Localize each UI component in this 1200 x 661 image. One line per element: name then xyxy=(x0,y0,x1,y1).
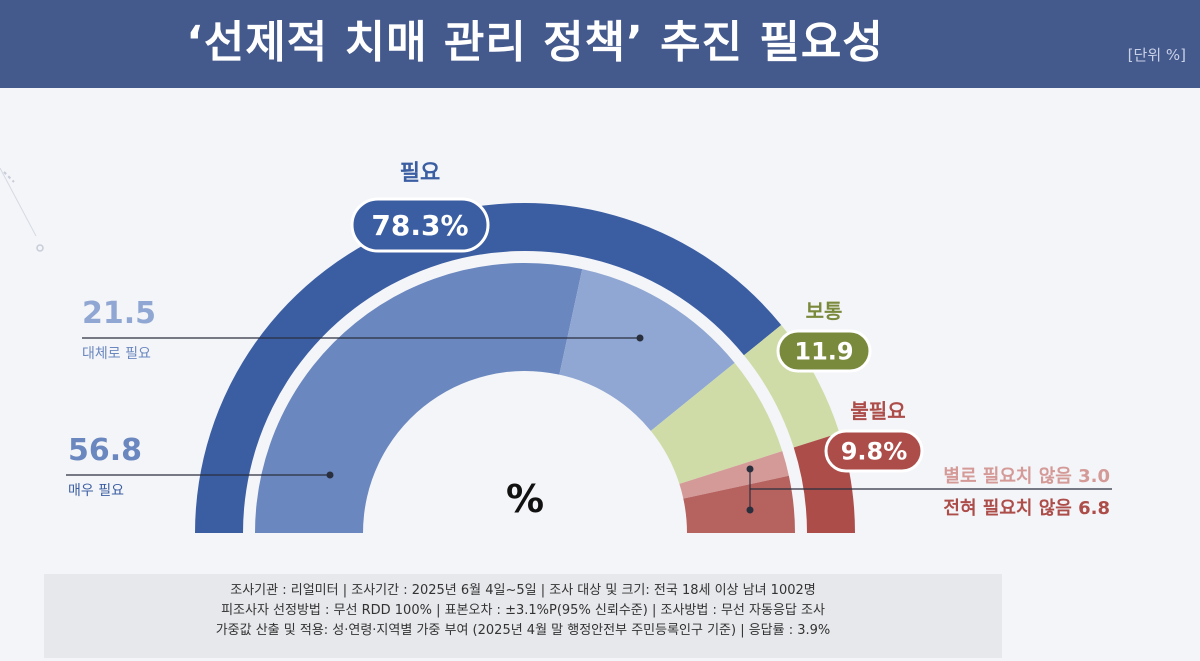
leader-somewhat-need-dot xyxy=(636,334,644,342)
value-very-need: 56.8 xyxy=(68,433,142,468)
survey-line-1: 조사기관 : 리얼미터 | 조사기간 : 2025년 6월 4일~5일 | 조사… xyxy=(230,583,816,598)
badge-unneed-pill xyxy=(824,429,924,473)
leader-not-at-all-dot xyxy=(746,506,754,514)
badge-unneed-value: 9.8% xyxy=(841,438,908,466)
center-unit-label: % xyxy=(506,477,544,521)
page-title: ‘선제적 치매 관리 정책’ 추진 필요성 xyxy=(186,17,884,68)
label-need: 필요 xyxy=(400,161,440,186)
badge-need-pill xyxy=(350,197,490,253)
label-somewhat-need: 대체로 필요 xyxy=(82,346,151,362)
background-decoration xyxy=(0,167,44,252)
survey-line-3: 가중값 산출 및 적용: 성·연령·지역별 가중 부여 (2025년 4월 말 … xyxy=(215,623,831,638)
header-bar: ‘선제적 치매 관리 정책’ 추진 필요성 [단위 %] xyxy=(0,0,1200,88)
badge-neutral-pill xyxy=(776,329,872,373)
label-unneed: 불필요 xyxy=(850,399,905,423)
label-not-at-all-need: 전혀 필요치 않음 6.8 xyxy=(943,498,1110,519)
arc-not-much-need xyxy=(679,451,789,499)
value-somewhat-need: 21.5 xyxy=(82,296,156,331)
arc-somewhat-need xyxy=(559,269,735,431)
unit-label: [단위 %] xyxy=(1127,46,1186,64)
leader-not-much-dot xyxy=(746,465,754,473)
survey-info: 조사기관 : 리얼미터 | 조사기간 : 2025년 6월 4일~5일 | 조사… xyxy=(44,574,1002,658)
arc-very-need xyxy=(255,263,583,533)
badge-neutral-value: 11.9 xyxy=(794,338,853,366)
badge-need-value: 78.3% xyxy=(371,209,468,242)
survey-line-2: 피조사자 선정방법 : 무선 RDD 100% | 표본오차 : ±3.1%P(… xyxy=(221,603,825,618)
label-not-much-need: 별로 필요치 않음 3.0 xyxy=(943,466,1110,487)
arc-not-at-all-need xyxy=(683,475,795,533)
arc-neutral-inner xyxy=(650,362,783,484)
arc-neutral xyxy=(743,325,840,448)
arc-need xyxy=(195,203,782,533)
leader-very-need-dot xyxy=(326,471,334,479)
label-neutral: 보통 xyxy=(806,299,843,323)
label-very-need: 매우 필요 xyxy=(68,483,124,499)
